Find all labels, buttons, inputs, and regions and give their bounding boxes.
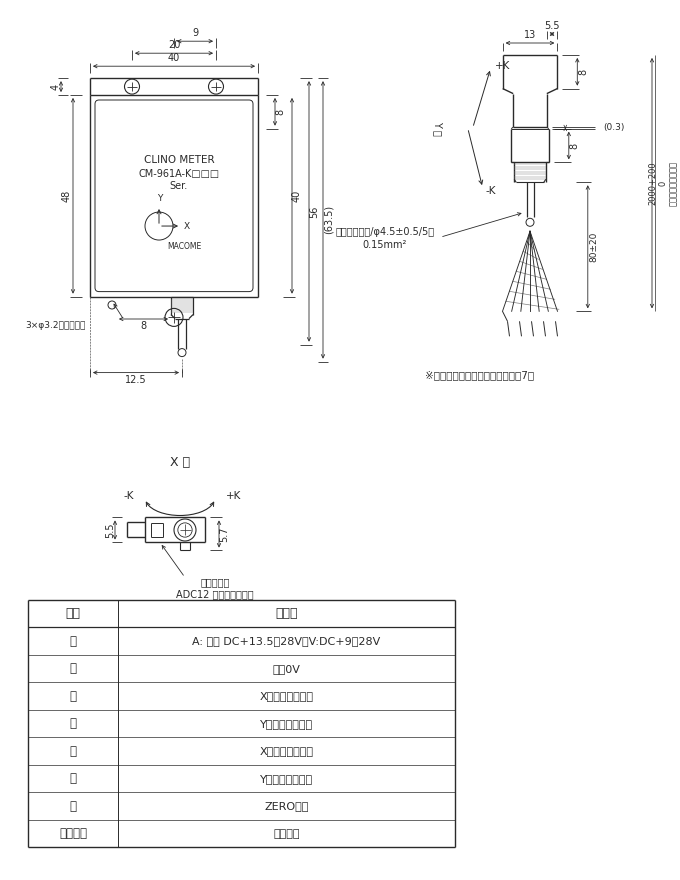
Text: ADC12 原色アルマイト: ADC12 原色アルマイト: [176, 590, 254, 599]
Text: (63.5): (63.5): [324, 205, 334, 234]
Text: 40: 40: [168, 53, 180, 63]
Text: 5.7: 5.7: [219, 526, 229, 542]
Text: 入出力コード/φ4.5±0.5/5芯: 入出力コード/φ4.5±0.5/5芯: [335, 227, 435, 238]
Text: 8: 8: [578, 69, 588, 75]
Text: ZERO入力: ZERO入力: [265, 802, 309, 811]
Text: A: 電流 DC+13.5～28V　V:DC+9～28V: A: 電流 DC+13.5～28V V:DC+9～28V: [192, 636, 381, 646]
Text: 灰: 灰: [69, 773, 76, 785]
Text: Y 軸: Y 軸: [432, 121, 443, 136]
Text: シールド: シールド: [59, 827, 87, 840]
Text: 0.15mm²: 0.15mm²: [363, 240, 407, 250]
Text: 2000+200
0
（入出力コード長）: 2000+200 0 （入出力コード長）: [648, 161, 678, 206]
Text: CM-961A-K□□□: CM-961A-K□□□: [139, 168, 220, 179]
Text: 電源0V: 電源0V: [273, 664, 301, 674]
Text: Y: Y: [157, 194, 163, 203]
Text: 80±20: 80±20: [590, 231, 598, 262]
Text: (0.3): (0.3): [603, 123, 625, 133]
Text: 12.5: 12.5: [125, 375, 147, 385]
Text: MACOME: MACOME: [167, 241, 201, 251]
Text: 3×φ3.2取り付け穴: 3×φ3.2取り付け穴: [25, 320, 86, 329]
Text: 内　容: 内 容: [275, 607, 298, 620]
Text: 緑: 緑: [69, 800, 76, 813]
Text: 4: 4: [51, 84, 61, 90]
Text: 40: 40: [292, 190, 302, 202]
Text: 黄: 黄: [69, 717, 76, 730]
Text: +K: +K: [494, 61, 510, 71]
Text: X 軸: X 軸: [170, 456, 190, 469]
Text: 5.5: 5.5: [105, 522, 115, 538]
Text: -K: -K: [486, 186, 496, 196]
Text: ※スイッチ出力オプションの場合7芯: ※スイッチ出力オプションの場合7芯: [426, 370, 534, 380]
Text: 8: 8: [570, 143, 580, 149]
Text: 13: 13: [524, 30, 536, 40]
Text: 8: 8: [275, 109, 285, 115]
Text: Y軸スイッチ出力: Y軸スイッチ出力: [260, 774, 313, 784]
Text: 20: 20: [168, 40, 180, 50]
Text: 茶: 茶: [69, 634, 76, 648]
Text: Ser.: Ser.: [170, 180, 188, 190]
Text: 青: 青: [69, 663, 76, 675]
Text: 8: 8: [141, 321, 147, 331]
Text: 黒: 黒: [69, 744, 76, 758]
Text: 取り付け面: 取り付け面: [201, 577, 230, 588]
Text: 5.5: 5.5: [544, 21, 560, 31]
Text: 橙: 橙: [69, 690, 76, 703]
Text: -K: -K: [123, 491, 134, 502]
Text: シールド: シールド: [273, 829, 300, 839]
Text: Y軸アナログ出力: Y軸アナログ出力: [260, 719, 313, 729]
Text: 9: 9: [192, 28, 198, 38]
Text: X軸スイッチ出力: X軸スイッチ出力: [260, 746, 313, 756]
Text: X軸アナログ出力: X軸アナログ出力: [260, 692, 313, 701]
Text: 48: 48: [62, 190, 72, 202]
Text: +K: +K: [226, 491, 241, 502]
Text: CLINO METER: CLINO METER: [143, 155, 214, 165]
Text: 線色: 線色: [65, 607, 80, 620]
Text: X: X: [184, 222, 190, 231]
Text: 56: 56: [309, 205, 319, 217]
